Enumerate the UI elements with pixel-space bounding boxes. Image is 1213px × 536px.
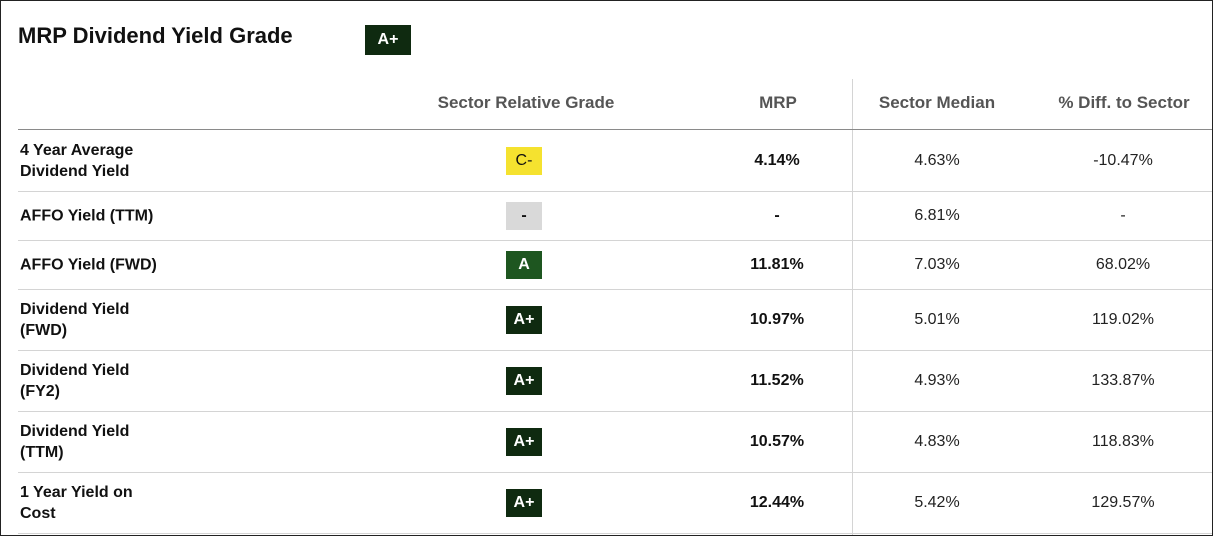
table-row: Dividend Yield (FWD) A+ 10.97% 5.01% 119…	[18, 290, 1212, 350]
page-title: MRP Dividend Yield Grade	[18, 23, 293, 48]
row-label: 4 Year Average Dividend Yield	[20, 141, 134, 180]
row-label: AFFO Yield (FWD)	[20, 256, 157, 274]
grade-badge: A+	[506, 306, 542, 334]
grade-badge: A+	[506, 428, 542, 456]
grade-badge: A+	[506, 489, 542, 517]
row-label: Dividend Yield (FY2)	[20, 362, 130, 400]
diff-value: 129.57%	[1091, 494, 1155, 511]
sector-median-value: 5.42%	[914, 494, 960, 511]
row-label: AFFO Yield (TTM)	[20, 207, 154, 225]
table-row: 1 Year Yield on Cost A+ 12.44% 5.42% 129…	[18, 473, 1212, 533]
row-label: 1 Year Yield on Cost	[20, 484, 133, 522]
diff-value: -	[1120, 207, 1126, 224]
diff-value: 119.02%	[1092, 311, 1154, 328]
table-row: AFFO Yield (TTM) - - 6.81% -	[18, 192, 1212, 240]
mrp-value: 11.81%	[750, 256, 804, 273]
grade-badge: C-	[506, 146, 542, 175]
row-divider	[18, 411, 1212, 412]
mrp-value: 4.14%	[754, 151, 800, 169]
header-diff-to-sector: % Diff. to Sector	[1058, 93, 1190, 112]
grade-badge: A+	[506, 367, 542, 395]
diff-value: 133.87%	[1091, 372, 1155, 389]
sector-median-value: 7.03%	[914, 256, 960, 273]
header-divider	[18, 129, 1212, 130]
row-divider	[18, 350, 1212, 351]
row-divider	[18, 533, 1212, 534]
header-sector-relative-grade: Sector Relative Grade	[437, 93, 615, 112]
mrp-value: 12.44%	[749, 494, 805, 511]
overall-grade-badge: A+	[365, 25, 411, 55]
sector-median-value: 4.83%	[914, 433, 960, 450]
table-row: Dividend Yield (FY2) A+ 11.52% 4.93% 133…	[18, 351, 1212, 411]
table-row: 4 Year Average Dividend Yield C- 4.14% 4…	[18, 130, 1212, 191]
table-row: Dividend Yield (TTM) A+ 10.57% 4.83% 118…	[18, 412, 1212, 472]
mrp-value: -	[774, 207, 780, 224]
table-row: AFFO Yield (FWD) A 11.81% 7.03% 68.02%	[18, 241, 1212, 289]
diff-value: -10.47%	[1093, 151, 1153, 169]
sector-median-value: 4.93%	[914, 372, 960, 389]
mrp-value: 11.52%	[750, 372, 804, 389]
sector-median-value: 4.63%	[914, 151, 960, 169]
row-divider	[18, 472, 1212, 473]
diff-value: 68.02%	[1095, 256, 1151, 273]
column-divider	[852, 79, 853, 535]
diff-value: 118.83%	[1092, 433, 1154, 450]
grade-badge: -	[506, 202, 542, 230]
grade-badge: A	[506, 251, 542, 279]
row-divider	[18, 191, 1212, 192]
row-label: Dividend Yield (TTM)	[20, 423, 130, 461]
sector-median-value: 5.01%	[914, 311, 960, 328]
mrp-value: 10.57%	[749, 433, 805, 450]
header-sector-median: Sector Median	[878, 93, 996, 112]
mrp-value: 10.97%	[749, 311, 805, 328]
sector-median-value: 6.81%	[914, 207, 960, 224]
row-divider	[18, 289, 1212, 290]
row-label: Dividend Yield (FWD)	[20, 301, 130, 339]
row-divider	[18, 240, 1212, 241]
header-mrp: MRP	[759, 93, 797, 112]
